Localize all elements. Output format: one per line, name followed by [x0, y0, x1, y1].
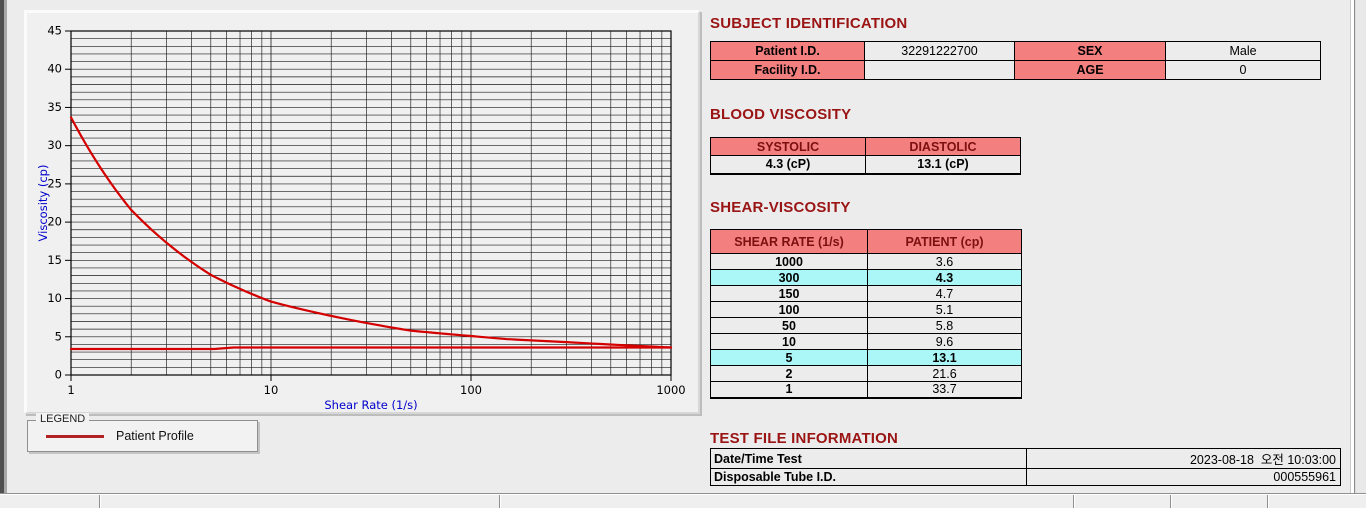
svg-text:1: 1	[67, 383, 74, 397]
patient-id-label: Patient I.D.	[710, 41, 865, 61]
facility-id-value	[864, 60, 1015, 80]
bottom-toolbar-divider	[1170, 495, 1171, 508]
svg-text:30: 30	[47, 138, 62, 152]
patient-cp-cell: 4.3	[867, 269, 1022, 286]
svg-text:10: 10	[264, 383, 279, 397]
sex-value: Male	[1165, 41, 1321, 61]
bottom-toolbar-divider	[499, 495, 500, 508]
sex-label: SEX	[1014, 41, 1166, 61]
legend-entry-label: Patient Profile	[116, 429, 194, 443]
svg-text:1000: 1000	[656, 383, 685, 397]
window-left-edge	[0, 0, 4, 508]
age-label: AGE	[1014, 60, 1166, 80]
shear-table-row: 300 4.3	[710, 269, 1022, 286]
patient-id-value: 32291222700	[864, 41, 1015, 61]
table-row: 4.3 (cP) 13.1 (cP)	[710, 155, 1021, 174]
table-row: Disposable Tube I.D. 000555961	[710, 468, 1341, 486]
svg-text:40: 40	[47, 62, 62, 76]
svg-text:0: 0	[55, 368, 62, 382]
shear-table-row: 1000 3.6	[710, 253, 1022, 270]
legend-title: LEGEND	[36, 413, 90, 425]
patient-cp-header: PATIENT (cp)	[867, 229, 1022, 254]
disposable-tube-id-label: Disposable Tube I.D.	[710, 468, 1027, 486]
patient-cp-cell: 3.6	[867, 253, 1022, 270]
diastolic-value: 13.1 (cP)	[865, 155, 1021, 174]
patient-cp-cell: 21.6	[867, 365, 1022, 382]
shear-table-row: 150 4.7	[710, 285, 1022, 302]
svg-text:10: 10	[47, 291, 62, 305]
date-time-test-label: Date/Time Test	[710, 448, 1027, 469]
chart-legend: LEGEND Patient Profile	[27, 413, 258, 452]
viscosity-vs-shear-rate-chart: 0 5 10 15 20 25 30 35 40 45 1 10 100 1000 Shear Rate (…	[36, 24, 686, 413]
patient-cp-cell: 13.1	[867, 349, 1022, 366]
right-panel-sliver	[1356, 0, 1366, 494]
svg-text:20: 20	[47, 215, 62, 229]
blood-viscosity-table: SYSTOLIC DIASTOLIC 4.3 (cP) 13.1 (cP)	[710, 137, 1021, 175]
legend-line-swatch	[46, 434, 104, 438]
panel-separator	[1350, 0, 1356, 494]
table-row: Patient I.D. 32291222700 SEX Male	[710, 41, 1321, 61]
shear-rate-cell: 10	[710, 333, 868, 350]
svg-text:Shear Rate (1/s): Shear Rate (1/s)	[324, 398, 417, 412]
subject-identification-heading: SUBJECT IDENTIFICATION	[710, 15, 908, 32]
table-row: Date/Time Test 2023-08-18 오전 10:03:00	[710, 448, 1341, 469]
svg-text:Viscosity (cp): Viscosity (cp)	[36, 165, 50, 242]
subject-identification-table: Patient I.D. 32291222700 SEX Male Facili…	[710, 41, 1321, 80]
shear-rate-cell: 100	[710, 301, 868, 318]
systolic-header: SYSTOLIC	[710, 137, 866, 156]
test-file-information-heading: TEST FILE INFORMATION	[710, 430, 899, 447]
patient-cp-cell: 5.8	[867, 317, 1022, 334]
viscosity-chart-panel: 0 5 10 15 20 25 30 35 40 45 1 10 100 1000 Shear Rate (…	[24, 10, 700, 414]
bottom-toolbar-divider	[1073, 495, 1074, 508]
svg-text:25: 25	[47, 176, 62, 190]
svg-text:100: 100	[460, 383, 482, 397]
shear-rate-cell: 1000	[710, 253, 868, 270]
shear-rate-header: SHEAR RATE (1/s)	[710, 229, 868, 254]
patient-cp-cell: 33.7	[867, 381, 1022, 398]
age-value: 0	[1165, 60, 1321, 80]
disposable-tube-id-value: 000555961	[1026, 468, 1341, 486]
shear-table-row: 2 21.6	[710, 365, 1022, 382]
date-time-test-value: 2023-08-18 오전 10:03:00	[1026, 448, 1341, 469]
shear-rate-cell: 1	[710, 381, 868, 398]
table-row: Facility I.D. AGE 0	[710, 60, 1321, 80]
shear-rate-cell: 5	[710, 349, 868, 366]
shear-table-row: 5 13.1	[710, 349, 1022, 366]
blood-viscosity-heading: BLOOD VISCOSITY	[710, 106, 852, 123]
shear-rate-cell: 2	[710, 365, 868, 382]
window-left-edge-highlight	[4, 0, 7, 508]
svg-text:35: 35	[47, 100, 62, 114]
table-header-row: SYSTOLIC DIASTOLIC	[710, 137, 1021, 156]
table-header-row: SHEAR RATE (1/s) PATIENT (cp)	[710, 229, 1022, 254]
shear-table-row: 50 5.8	[710, 317, 1022, 334]
patient-cp-cell: 4.7	[867, 285, 1022, 302]
svg-text:5: 5	[55, 329, 62, 343]
patient-cp-cell: 9.6	[867, 333, 1022, 350]
test-file-information-table: Date/Time Test 2023-08-18 오전 10:03:00 Di…	[710, 448, 1341, 486]
bottom-toolbar-cutoff[interactable]	[0, 493, 1366, 508]
systolic-value: 4.3 (cP)	[710, 155, 866, 174]
svg-text:45: 45	[47, 24, 62, 38]
diastolic-header: DIASTOLIC	[865, 137, 1021, 156]
shear-viscosity-heading: SHEAR-VISCOSITY	[710, 199, 851, 216]
shear-table-row: 100 5.1	[710, 301, 1022, 318]
shear-rate-cell: 300	[710, 269, 868, 286]
shear-table-row: 1 33.7	[710, 381, 1022, 398]
svg-text:15: 15	[47, 253, 62, 267]
bottom-toolbar-divider	[99, 495, 100, 508]
shear-rate-cell: 50	[710, 317, 868, 334]
shear-table-row: 10 9.6	[710, 333, 1022, 350]
shear-rate-cell: 150	[710, 285, 868, 302]
facility-id-label: Facility I.D.	[710, 60, 865, 80]
patient-cp-cell: 5.1	[867, 301, 1022, 318]
shear-viscosity-table: SHEAR RATE (1/s) PATIENT (cp) 1000 3.6 300…	[710, 229, 1022, 399]
bottom-toolbar-divider	[1267, 495, 1268, 508]
